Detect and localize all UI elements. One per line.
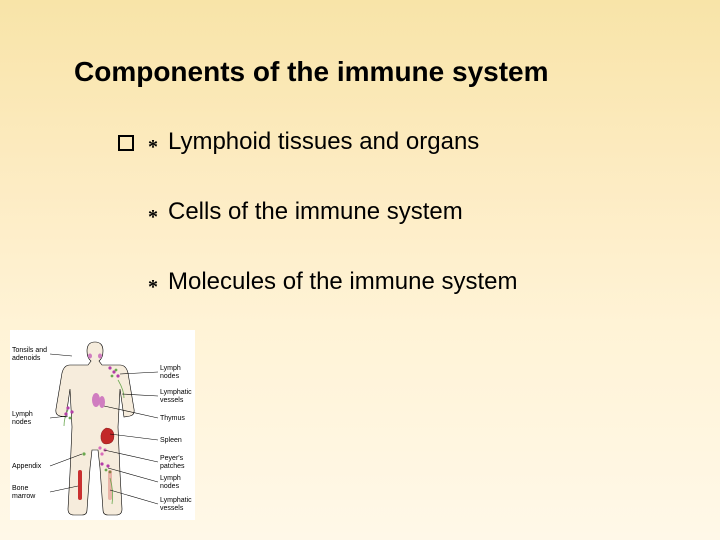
svg-text:Bone: Bone	[12, 485, 28, 492]
bullet-text: Cells of the immune system	[168, 198, 463, 226]
svg-text:Spleen: Spleen	[160, 437, 182, 444]
asterisk-icon: *	[148, 276, 158, 299]
svg-text:Lymphatic: Lymphatic	[160, 389, 192, 396]
svg-text:Peyer's: Peyer's	[160, 455, 184, 462]
svg-text:Lymph: Lymph	[160, 475, 181, 482]
svg-text:Thymus: Thymus	[160, 415, 185, 422]
bullet-row-2: * Cells of the immune system	[118, 198, 463, 226]
svg-text:marrow: marrow	[12, 493, 36, 500]
checkbox-icon	[118, 135, 134, 151]
asterisk-icon: *	[148, 206, 158, 229]
svg-text:patches: patches	[160, 463, 185, 470]
svg-text:Lymphatic: Lymphatic	[160, 497, 192, 504]
svg-text:vessels: vessels	[160, 397, 184, 404]
slide-title: Components of the immune system	[74, 56, 549, 88]
asterisk-icon: *	[148, 136, 158, 159]
svg-text:adenoids: adenoids	[12, 355, 41, 362]
bullet-row-1: * Lymphoid tissues and organs	[118, 128, 479, 156]
svg-text:nodes: nodes	[160, 483, 180, 490]
bullet-row-3: * Molecules of the immune system	[118, 268, 517, 296]
svg-text:Lymph: Lymph	[12, 411, 33, 418]
bullet-text: Molecules of the immune system	[168, 268, 517, 296]
svg-text:nodes: nodes	[12, 419, 32, 426]
bullet-text: Lymphoid tissues and organs	[168, 128, 479, 156]
svg-text:nodes: nodes	[160, 373, 180, 380]
svg-text:Lymph: Lymph	[160, 365, 181, 372]
anatomy-diagram: Tonsils andadenoidsLymphnodesAppendixBon…	[10, 330, 195, 520]
svg-text:vessels: vessels	[160, 505, 184, 512]
svg-text:Appendix: Appendix	[12, 463, 42, 470]
svg-text:Tonsils and: Tonsils and	[12, 347, 47, 354]
